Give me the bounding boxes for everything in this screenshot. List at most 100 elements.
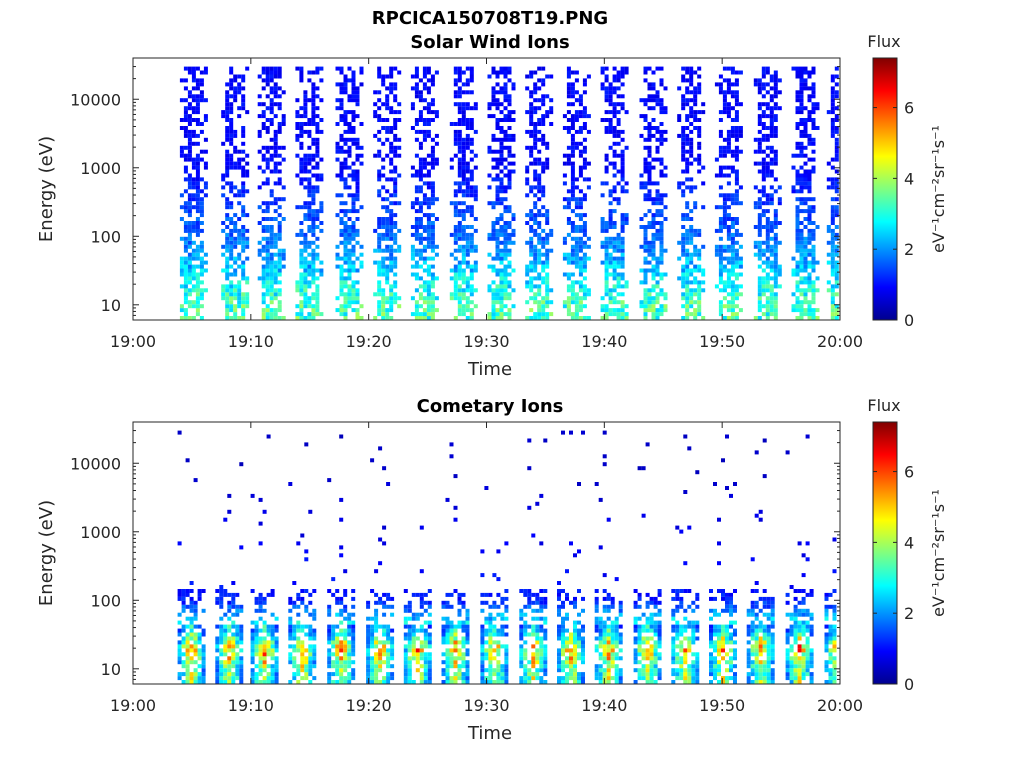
heatmap-cell <box>192 181 196 185</box>
heatmap-cell <box>701 205 705 209</box>
heatmap-cell <box>241 130 245 134</box>
heatmap-cell <box>192 197 196 201</box>
heatmap-cell <box>393 67 397 71</box>
heatmap-cell <box>462 174 466 178</box>
heatmap-cell <box>693 292 697 296</box>
heatmap-cell <box>446 656 450 660</box>
heatmap-cell <box>315 130 319 134</box>
heatmap-cell <box>225 106 229 110</box>
heatmap-cell <box>525 221 529 225</box>
heatmap-cell <box>389 257 393 261</box>
heatmap-cell <box>462 150 466 154</box>
heatmap-cell <box>419 110 423 114</box>
heatmap-cell <box>770 276 774 280</box>
heatmap-cell <box>466 280 470 284</box>
heatmap-cell <box>454 225 458 229</box>
heatmap-cell <box>194 478 198 482</box>
heatmap-cell <box>605 158 609 162</box>
heatmap-cell <box>529 265 533 269</box>
heatmap-cell <box>419 265 423 269</box>
heatmap-cell <box>605 225 609 229</box>
heatmap-cell <box>621 241 625 245</box>
heatmap-cell <box>192 221 196 225</box>
heatmap-cell <box>640 174 644 178</box>
heatmap-cell <box>774 162 778 166</box>
heatmap-cell <box>496 189 500 193</box>
heatmap-cell <box>454 237 458 241</box>
heatmap-cell <box>579 213 583 217</box>
heatmap-cell <box>766 90 770 94</box>
heatmap-cell <box>808 71 812 75</box>
heatmap-cell <box>184 237 188 241</box>
heatmap-cell <box>370 672 374 676</box>
heatmap-cell <box>474 217 478 221</box>
heatmap-cell <box>423 158 427 162</box>
heatmap-cell <box>727 308 731 312</box>
heatmap-cell <box>462 601 466 605</box>
heatmap-cell <box>804 130 808 134</box>
heatmap-cell <box>685 170 689 174</box>
heatmap-cell <box>778 284 782 288</box>
heatmap-cell <box>621 75 625 79</box>
heatmap-cell <box>370 656 374 660</box>
heatmap-cell <box>549 75 553 79</box>
heatmap-cell <box>319 98 323 102</box>
heatmap-cell <box>458 664 462 668</box>
heatmap-cell <box>356 229 360 233</box>
heatmap-cell <box>344 308 348 312</box>
heatmap-cell <box>812 233 816 237</box>
heatmap-cell <box>299 308 303 312</box>
heatmap-cell <box>271 589 275 593</box>
heatmap-cell <box>583 292 587 296</box>
heatmap-cell <box>419 174 423 178</box>
heatmap-cell <box>508 265 512 269</box>
heatmap-cell <box>423 245 427 249</box>
heatmap-cell <box>198 625 202 629</box>
heatmap-cell <box>344 296 348 300</box>
heatmap-cell <box>423 197 427 201</box>
heatmap-cell <box>270 118 274 122</box>
heatmap-cell <box>262 86 266 90</box>
heatmap-cell <box>186 676 190 680</box>
heatmap-cell <box>466 300 470 304</box>
heatmap-cell <box>237 162 241 166</box>
heatmap-cell <box>804 296 808 300</box>
heatmap-cell <box>188 233 192 237</box>
heatmap-cell <box>351 640 355 644</box>
heatmap-cell <box>303 102 307 106</box>
heatmap-cell <box>492 237 496 241</box>
heatmap-cell <box>470 300 474 304</box>
heatmap-cell <box>504 138 508 142</box>
heatmap-cell <box>812 90 816 94</box>
heatmap-cell <box>381 102 385 106</box>
heatmap-cell <box>719 75 723 79</box>
heatmap-cell <box>307 304 311 308</box>
heatmap-cell <box>500 162 504 166</box>
heatmap-cell <box>419 253 423 257</box>
heatmap-cell <box>270 154 274 158</box>
heatmap-cell <box>470 233 474 237</box>
heatmap-cell <box>652 71 656 75</box>
heatmap-cell <box>393 98 397 102</box>
heatmap-cell <box>190 589 194 593</box>
heatmap-cell <box>420 593 424 597</box>
heatmap-cell <box>735 118 739 122</box>
heatmap-cell <box>419 205 423 209</box>
heatmap-cell <box>423 269 427 273</box>
heatmap-cell <box>731 106 735 110</box>
heatmap-cell <box>389 253 393 257</box>
heatmap-cell <box>385 296 389 300</box>
heatmap-cell <box>537 197 541 201</box>
heatmap-cell <box>315 288 319 292</box>
heatmap-cell <box>583 114 587 118</box>
heatmap-cell <box>389 249 393 253</box>
heatmap-cell <box>311 94 315 98</box>
heatmap-cell <box>466 138 470 142</box>
heatmap-cell <box>339 633 343 637</box>
heatmap-cell <box>579 245 583 249</box>
heatmap-cell <box>533 106 537 110</box>
heatmap-cell <box>766 308 770 312</box>
heatmap-cell <box>466 648 470 652</box>
heatmap-cell <box>496 249 500 253</box>
heatmap-cell <box>454 280 458 284</box>
